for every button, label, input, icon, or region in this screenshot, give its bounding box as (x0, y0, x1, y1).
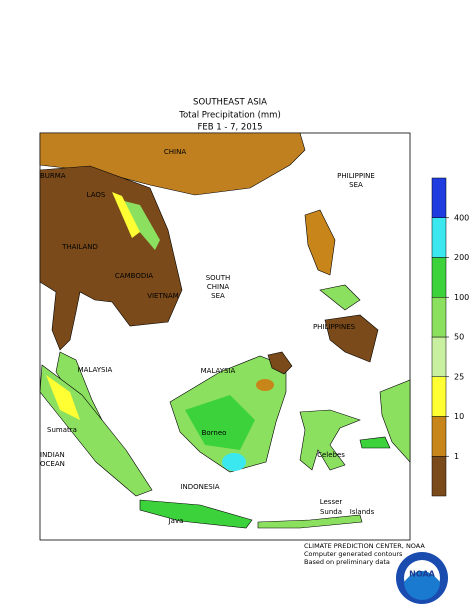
map-label: Lesser (320, 498, 343, 506)
map-label: Java (168, 517, 184, 525)
map-label: OCEAN (40, 460, 65, 468)
luzon-land (304, 209, 336, 276)
map-label: Islands (350, 508, 375, 516)
map-label: Sunda (320, 508, 342, 516)
legend-swatch (431, 416, 447, 457)
legend: 1 10 25 50 100 200 400 (431, 177, 469, 497)
vietnam-yellow (112, 192, 140, 238)
moluccas-land (359, 436, 391, 449)
legend-swatch (431, 217, 447, 258)
mindanao-land (324, 314, 379, 363)
legend-tick-label: 50 (454, 333, 464, 342)
map (39, 132, 411, 541)
map-label: Borneo (202, 429, 227, 437)
map-label: PHILIPPINE (337, 172, 375, 180)
map-label: MALAYSIA (78, 366, 113, 374)
map-label: LAOS (87, 191, 106, 199)
visayas-land (319, 284, 361, 311)
legend-swatch (431, 336, 447, 377)
map-label: THAILAND (61, 243, 98, 251)
legend-tick-label: 10 (454, 412, 464, 421)
indochina-land (39, 165, 183, 351)
map-label: CHINA (207, 283, 229, 291)
legend-swatch (431, 376, 447, 417)
java-land (139, 499, 253, 529)
lesser-sunda-land (257, 514, 363, 529)
footer-line: Based on preliminary data (304, 558, 390, 566)
subtitle: Total Precipitation (mm) (178, 111, 281, 121)
sumatra-dry (46, 375, 80, 420)
map-labels: CHINA BURMA LAOS THAILAND CAMBODIA VIETN… (40, 148, 375, 525)
title: SOUTHEAST ASIA (193, 98, 267, 108)
logo-text: NOAA (409, 570, 435, 579)
date-range: FEB 1 - 7, 2015 (197, 123, 262, 133)
map-label: SEA (349, 181, 363, 189)
new-guinea-land (379, 379, 411, 463)
legend-tick-label: 100 (454, 293, 469, 302)
logo-wave (404, 571, 440, 600)
map-label: Sumatra (47, 426, 77, 434)
legend-swatch (431, 257, 447, 298)
legend-tick-label: 200 (454, 253, 469, 262)
map-label: CHINA (164, 148, 186, 156)
legend-swatch (431, 177, 447, 218)
legend-tick-label: 400 (454, 213, 469, 222)
map-label: CAMBODIA (115, 272, 153, 280)
map-label: BURMA (40, 172, 66, 180)
legend-swatch (431, 456, 447, 497)
legend-tick-label: 1 (454, 452, 459, 461)
map-label: VIETNAM (147, 292, 179, 300)
map-label: SOUTH (206, 274, 231, 282)
map-label: SEA (211, 292, 225, 300)
legend-tick-label: 25 (454, 372, 464, 381)
map-label: Celebes (317, 451, 345, 459)
map-label: PHILIPPINES (313, 323, 356, 331)
legend-swatch (431, 297, 447, 338)
map-label: INDIAN (40, 451, 65, 459)
borneo-dry (256, 379, 274, 391)
map-label: MALAYSIA (201, 367, 236, 375)
borneo-heavy (222, 453, 246, 471)
map-label: INDONESIA (180, 483, 219, 491)
sabah-land (267, 351, 293, 375)
footer-line: CLIMATE PREDICTION CENTER, NOAA (304, 542, 425, 550)
noaa-logo: NOAA (396, 552, 448, 604)
footer-line: Computer generated contours (304, 550, 403, 558)
sulawesi-land (299, 409, 361, 471)
borneo-wet (185, 395, 255, 450)
